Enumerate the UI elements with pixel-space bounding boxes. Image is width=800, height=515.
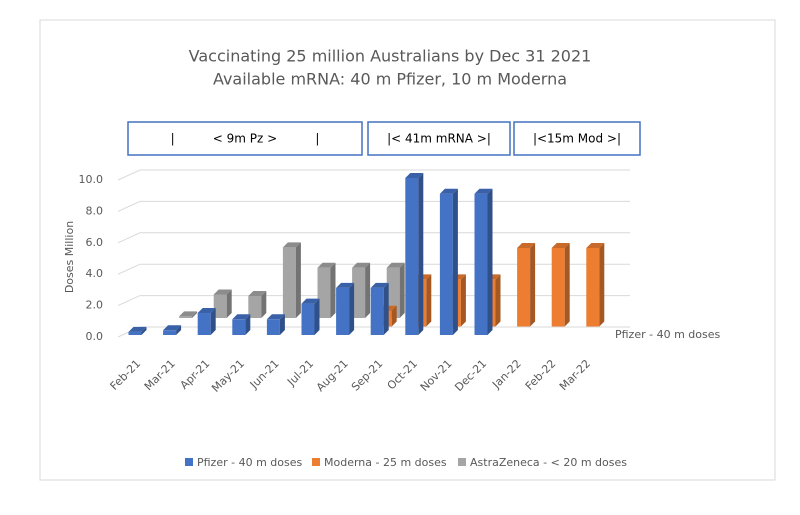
bar-top [586, 243, 605, 248]
bar-side [530, 243, 536, 327]
annotation-box [513, 121, 641, 156]
bar-top [197, 308, 216, 314]
bar-side [418, 173, 424, 335]
bar-top [213, 289, 232, 295]
chart-title: Vaccinating 25 million Australians by De… [189, 47, 592, 66]
grid-line [117, 232, 630, 244]
bar-front [405, 178, 419, 335]
legend-label: AstraZeneca - < 20 m doses [470, 456, 627, 469]
bar-side [314, 298, 320, 335]
y-axis-title: Doses Million [63, 221, 76, 293]
bar-front [163, 330, 177, 335]
bar-side [460, 274, 466, 327]
bar-side [279, 314, 285, 335]
bar-side [599, 243, 605, 327]
bar-front [586, 248, 600, 327]
bar-side [365, 262, 371, 318]
grid-line [117, 200, 630, 212]
bar-front [352, 267, 366, 318]
bar-top [551, 243, 570, 248]
y-tick-label: 4.0 [86, 267, 104, 280]
bar-top [517, 243, 536, 248]
bar-front [266, 319, 280, 335]
bar-side [495, 274, 501, 327]
bar-front [370, 287, 384, 335]
grid-line [117, 263, 630, 275]
y-tick-label: 2.0 [86, 299, 104, 312]
bar-top [248, 291, 267, 297]
bar-top [301, 298, 320, 304]
bar-side [245, 314, 251, 335]
bar-side [349, 282, 355, 335]
annotation: |<15m Mod >| [533, 132, 621, 146]
bar-top [439, 188, 458, 194]
bar-top [370, 282, 389, 288]
bar-front [301, 303, 315, 335]
bar-top [317, 262, 336, 268]
bar-side [426, 274, 432, 327]
bar-top [386, 262, 405, 268]
bar-side [141, 326, 147, 335]
bar-side [192, 311, 198, 318]
annotation: |< 41m mRNA >| [387, 132, 491, 146]
annotation: | < 9m Pz > | [171, 132, 320, 146]
grid-line [117, 169, 630, 181]
bar-top [266, 314, 285, 320]
bar-side [226, 289, 232, 318]
bar-side [452, 188, 458, 335]
bar-side [383, 282, 389, 335]
bar-top [405, 173, 424, 178]
bar-top [232, 314, 251, 320]
legend-swatch [312, 458, 320, 466]
legend-label: Pfizer - 40 m doses [197, 456, 303, 469]
bar-top [179, 311, 198, 317]
bar-side [487, 188, 493, 335]
bar-front [197, 313, 211, 335]
y-tick-label: 8.0 [86, 204, 104, 217]
bar-side [330, 262, 336, 318]
bar-front [517, 248, 531, 327]
bar-top [282, 242, 301, 248]
bar-side [176, 325, 182, 335]
y-tick-label: 10.0 [79, 173, 104, 186]
bar-front [336, 287, 350, 335]
bar-front [439, 193, 453, 335]
bar-front [317, 267, 331, 318]
bar-front [474, 193, 488, 335]
bar-side [564, 243, 570, 327]
legend-swatch [185, 458, 193, 466]
depth-axis-label: Pfizer - 40 m doses [615, 328, 721, 341]
bar-top [163, 325, 182, 331]
bar-top [352, 262, 371, 268]
bar-front [232, 319, 246, 335]
chart-subtitle: Available mRNA: 40 m Pfizer, 10 m Modern… [213, 70, 567, 89]
legend-swatch [458, 458, 466, 466]
bar-front [179, 316, 193, 318]
annotation-box [127, 121, 363, 156]
legend-label: Moderna - 25 m doses [324, 456, 447, 469]
bar-side [391, 305, 397, 327]
bar-front [248, 296, 262, 318]
bar-top [336, 282, 355, 288]
bar-top [474, 188, 493, 194]
bar-front [386, 267, 400, 318]
bar-front [282, 247, 296, 318]
bar-top [128, 326, 147, 332]
bar-side [295, 242, 301, 318]
y-tick-label: 0.0 [86, 330, 104, 343]
bar-side [399, 262, 405, 318]
annotation-box [367, 121, 511, 156]
bar-front [128, 331, 142, 335]
bar-side [261, 291, 267, 318]
grid-line [117, 295, 630, 307]
y-tick-label: 6.0 [86, 236, 104, 249]
bar-front [551, 248, 565, 327]
bar-side [210, 308, 216, 335]
bar-front [213, 294, 227, 318]
